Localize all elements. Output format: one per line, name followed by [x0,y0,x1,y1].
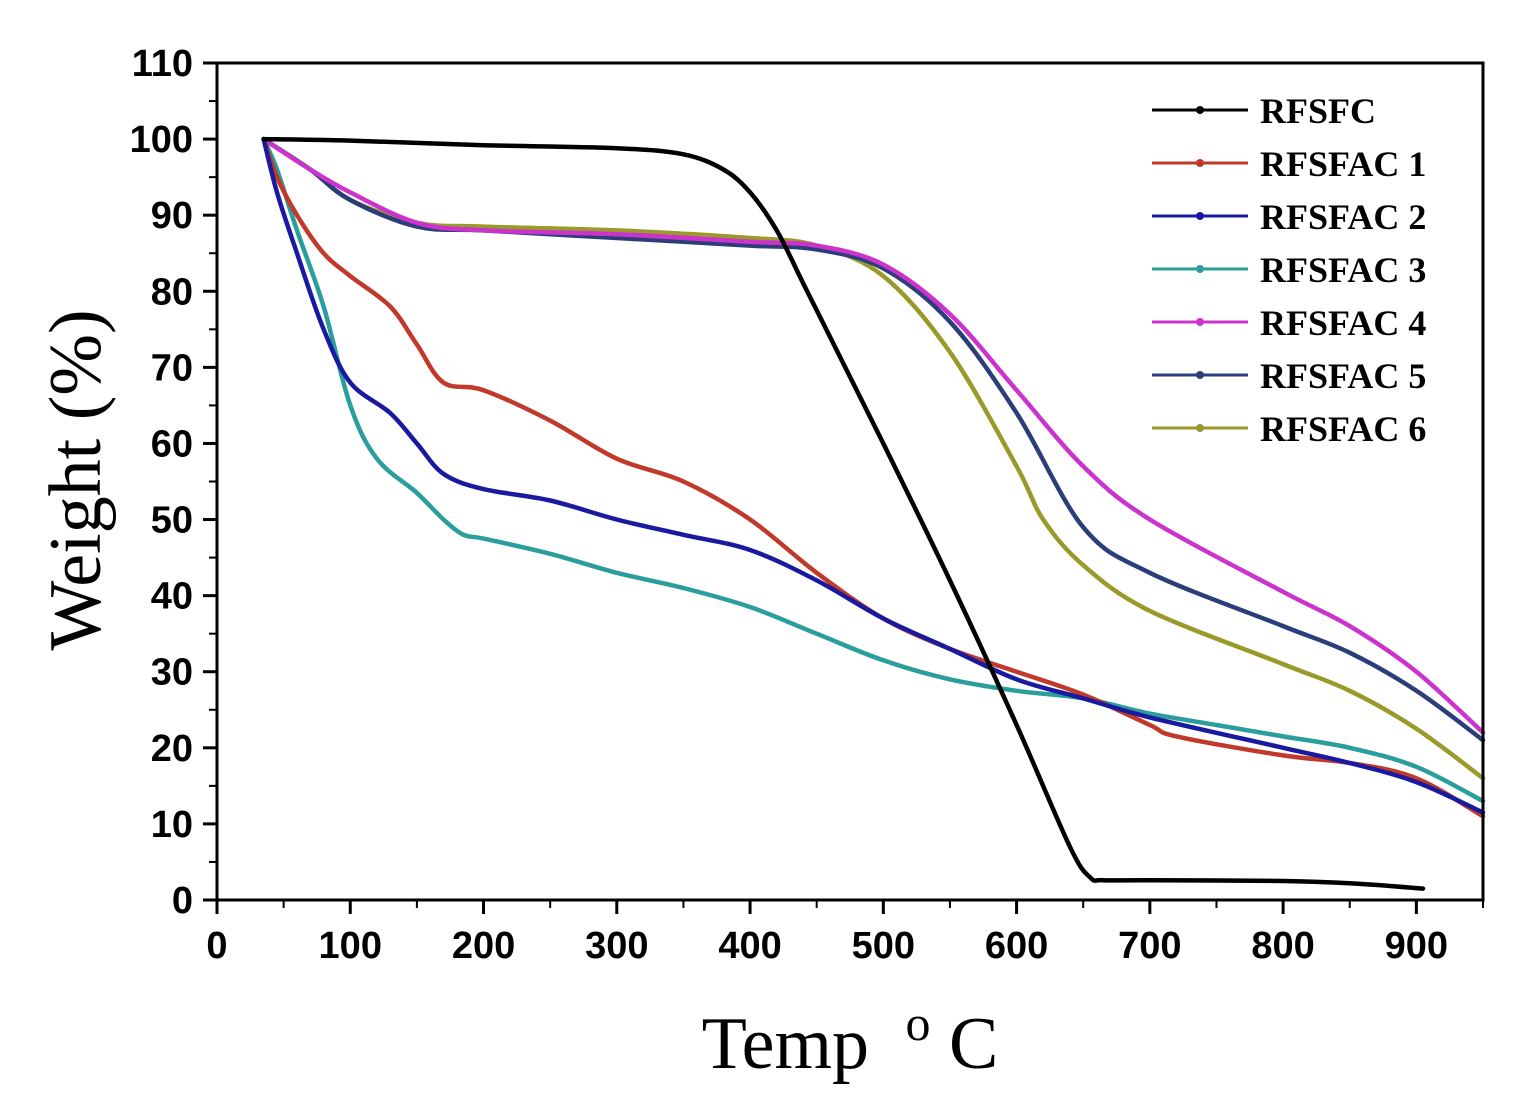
legend-label-rfsfac-1: RFSFAC 1 [1260,144,1426,184]
x-tick-label: 700 [1118,925,1181,967]
x-tick-label: 0 [206,925,227,967]
legend-label-rfsfac-2: RFSFAC 2 [1260,197,1426,237]
x-tick-label: 200 [452,925,515,967]
series-line-rfsfc [261,136,1426,891]
legend-marker-rfsfac-4 [1196,318,1204,326]
legend-label-rfsfac-4: RFSFAC 4 [1260,303,1426,343]
y-tick-label: 10 [151,804,193,846]
legend-marker-rfsfac-3 [1196,265,1204,273]
y-axis-title: Weight (%) [35,309,117,650]
y-tick-label: 50 [151,500,193,542]
axes: 0 10 20 30 40 50 60 70 80 90 100 110 0 100 200 300 400 50… [130,43,1484,967]
legend-label-rfsfac-6: RFSFAC 6 [1260,409,1426,449]
series-line-rfsfac-3 [261,136,1486,804]
x-tick-label: 900 [1385,925,1448,967]
y-tick-label: 60 [151,423,193,465]
y-tick-label: 40 [151,576,193,618]
y-tick-label: 0 [172,880,193,922]
x-tick-label: 400 [718,925,781,967]
y-tick-label: 100 [130,119,193,161]
y-tick-label: 20 [151,728,193,770]
y-tick-label: 90 [151,195,193,237]
y-tick-label: 30 [151,652,193,694]
legend-marker-rfsfac-6 [1196,424,1204,432]
x-axis-title-unit: C [949,1003,998,1085]
series-line-rfsfac-4 [261,136,1486,735]
x-tick-label: 600 [985,925,1048,967]
legend-label-rfsfac-3: RFSFAC 3 [1260,250,1426,290]
y-tick-label: 110 [132,43,193,85]
x-tick-label: 300 [585,925,648,967]
x-axis-title-superscript: o [906,995,931,1051]
series-line-rfsfac-5 [261,136,1486,743]
x-tick-label: 500 [852,925,915,967]
legend-marker-rfsfc [1196,106,1204,114]
series-line-rfsfac-2 [261,136,1486,815]
legend-label-rfsfac-5: RFSFAC 5 [1260,356,1426,396]
y-tick-label: 70 [151,347,193,389]
series-lines [261,136,1486,891]
x-axis-title-text: Temp [702,1003,869,1085]
legend-label-rfsfc: RFSFC [1260,91,1376,131]
x-tick-label: 800 [1251,925,1314,967]
legend-marker-rfsfac-1 [1196,159,1204,167]
y-tick-label: 80 [151,271,193,313]
legend-marker-rfsfac-5 [1196,371,1204,379]
legend: RFSFC RFSFAC 1 RFSFAC 2 RFSFAC 3 RFSFAC 4 RFS… [1152,91,1426,449]
legend-marker-rfsfac-2 [1196,212,1204,220]
plot-frame [215,61,1485,902]
series-line-rfsfac-1 [261,136,1486,819]
x-tick-label: 100 [319,925,382,967]
x-axis-title: Temp o C [702,975,999,1085]
